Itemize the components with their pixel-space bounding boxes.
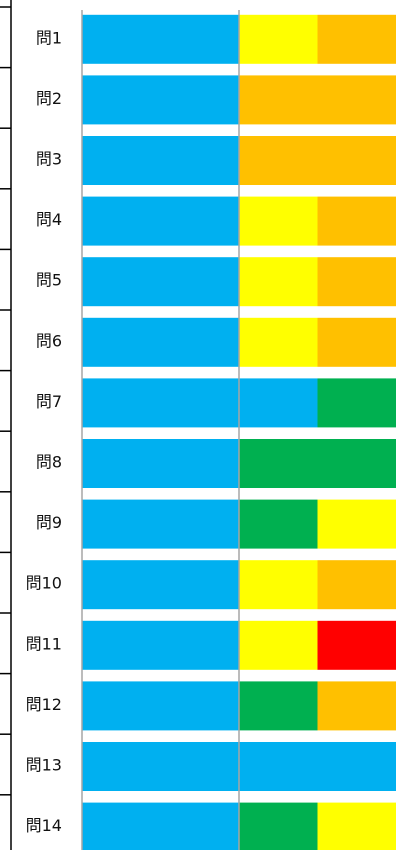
bar-segment [82, 75, 239, 125]
bar-segment [239, 257, 318, 307]
bar-row [82, 14, 396, 64]
bar-segment [317, 14, 396, 64]
category-label: 問2 [36, 89, 62, 108]
category-label: 問14 [26, 816, 62, 835]
bar-row [82, 257, 396, 307]
bar-segment [317, 620, 396, 670]
category-label: 問3 [36, 150, 62, 169]
bar-row [82, 681, 396, 731]
bar-segment [317, 257, 396, 307]
bar-row [82, 378, 396, 428]
bar-segment [239, 802, 318, 850]
bar-segment [239, 439, 396, 488]
bar-row [82, 560, 396, 610]
category-label: 問4 [36, 210, 62, 229]
category-label: 問7 [36, 392, 62, 411]
bar-segment [317, 317, 396, 367]
bar-segment [82, 439, 239, 488]
category-label: 問10 [26, 574, 62, 593]
bar-segment [239, 317, 318, 367]
bar-segment [82, 681, 239, 731]
category-label: 問1 [36, 28, 62, 47]
bar-segment [317, 560, 396, 610]
gridlines [81, 10, 240, 850]
bar-segment [82, 378, 318, 428]
bar-segment [317, 802, 396, 850]
bar-row [82, 620, 396, 670]
bar-segment [82, 317, 239, 367]
category-labels: 問1 問2 問3 問4 問5 問6 問7 問8 問9 問10 問11 問12 問13 問14 [26, 28, 62, 835]
bar-segment [239, 75, 396, 125]
bar-segment [317, 681, 396, 731]
category-label: 問12 [26, 695, 62, 714]
row-separators [0, 0, 12, 850]
bar-segment [239, 499, 318, 549]
bar-segment [82, 560, 239, 610]
bar-row [82, 439, 396, 488]
bar-row [82, 499, 396, 549]
bar-segment [239, 620, 318, 670]
bar-row [82, 196, 396, 246]
category-label: 問5 [36, 271, 62, 290]
category-label: 問11 [26, 634, 62, 653]
bar-row [82, 317, 396, 367]
bar-segment [239, 560, 318, 610]
category-label: 問6 [36, 331, 62, 350]
category-label: 問9 [36, 513, 62, 532]
bar-segment [317, 196, 396, 246]
bar-area [82, 14, 396, 850]
category-label: 問8 [36, 453, 62, 472]
bar-segment [82, 257, 239, 307]
bar-segment [82, 14, 239, 64]
bar-segment [82, 196, 239, 246]
bar-segment [82, 620, 239, 670]
bar-segment [82, 802, 239, 850]
bar-segment [82, 499, 239, 549]
bar-segment [239, 681, 318, 731]
category-label: 問13 [26, 756, 62, 775]
bar-segment [317, 378, 396, 428]
bar-row [82, 136, 396, 185]
bar-row [82, 75, 396, 125]
bar-segment [239, 14, 318, 64]
bar-segment [239, 136, 396, 185]
bar-segment [82, 136, 239, 185]
bar-segment [239, 196, 318, 246]
bar-row [82, 802, 396, 850]
bar-segment [317, 499, 396, 549]
